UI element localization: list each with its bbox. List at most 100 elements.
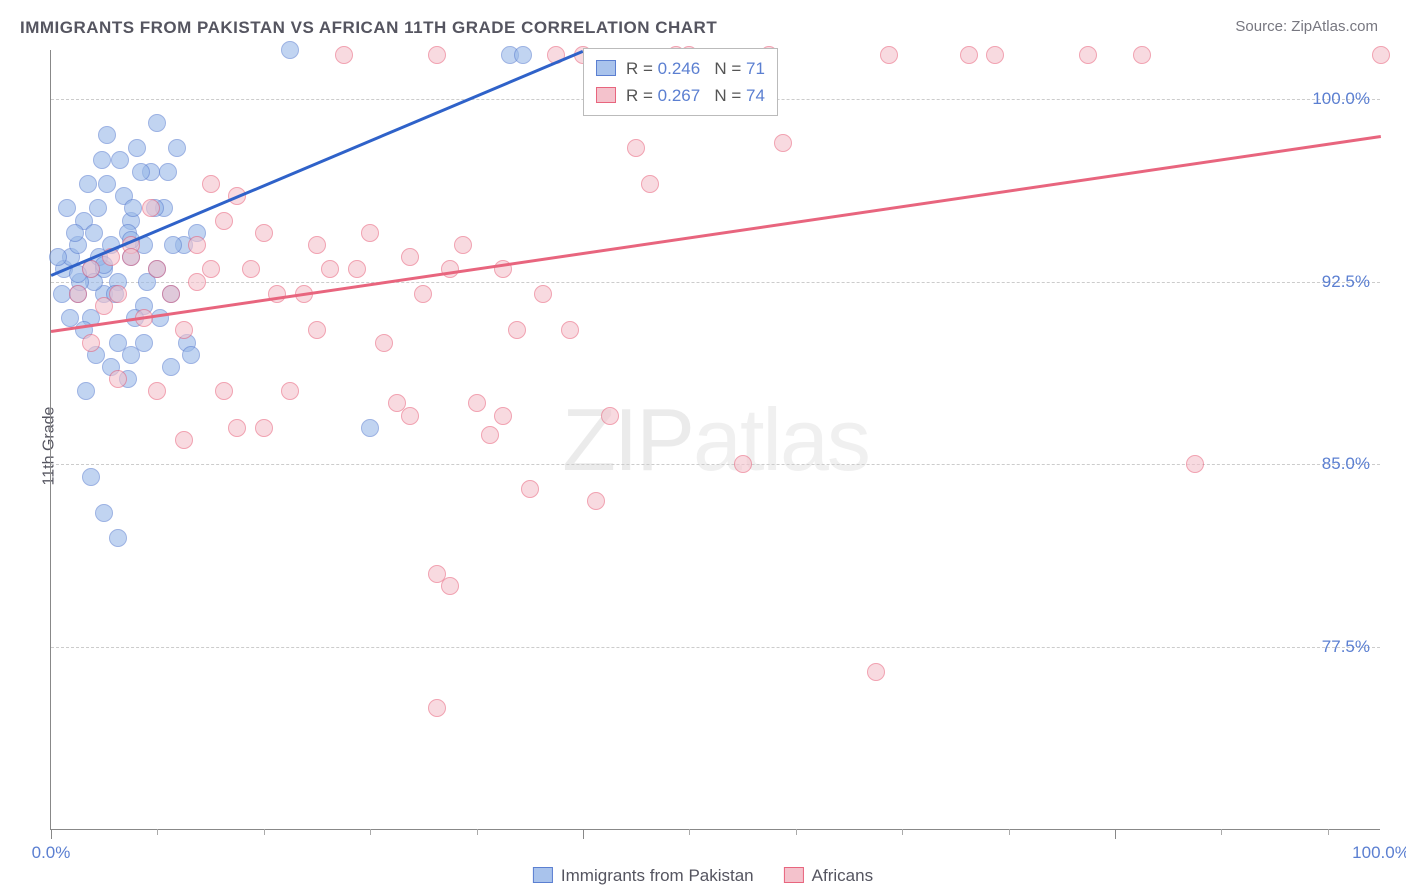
scatter-point-b xyxy=(1372,46,1390,64)
scatter-point-a xyxy=(281,41,299,59)
scatter-point-b xyxy=(148,382,166,400)
legend-label-a: Immigrants from Pakistan xyxy=(561,866,754,885)
trendline-b xyxy=(51,135,1381,332)
scatter-point-b xyxy=(401,248,419,266)
scatter-point-a xyxy=(148,114,166,132)
scatter-point-a xyxy=(109,529,127,547)
scatter-point-b xyxy=(255,419,273,437)
scatter-point-b xyxy=(82,334,100,352)
scatter-point-b xyxy=(428,699,446,717)
scatter-point-a xyxy=(132,163,150,181)
scatter-point-b xyxy=(441,577,459,595)
gridline xyxy=(51,464,1380,465)
scatter-point-b xyxy=(774,134,792,152)
scatter-point-b xyxy=(601,407,619,425)
scatter-point-b xyxy=(202,175,220,193)
legend-swatch-a xyxy=(533,867,553,883)
scatter-point-b xyxy=(428,46,446,64)
scatter-point-b xyxy=(375,334,393,352)
stat-n-value: 74 xyxy=(746,86,765,105)
scatter-point-a xyxy=(151,309,169,327)
scatter-point-b xyxy=(734,455,752,473)
scatter-point-b xyxy=(109,285,127,303)
stat-box: R = 0.246 N = 71R = 0.267 N = 74 xyxy=(583,48,778,116)
y-tick-label: 92.5% xyxy=(1322,272,1370,292)
scatter-point-a xyxy=(162,358,180,376)
stat-row: R = 0.246 N = 71 xyxy=(596,55,765,82)
scatter-point-a xyxy=(124,199,142,217)
scatter-point-b xyxy=(428,565,446,583)
scatter-point-b xyxy=(348,260,366,278)
chart-plot-area: ZIPatlas 77.5%85.0%92.5%100.0%0.0%100.0%… xyxy=(50,50,1380,830)
bottom-legend: Immigrants from Pakistan Africans xyxy=(533,866,873,886)
x-tick-minor xyxy=(264,829,265,835)
watermark-thin: atlas xyxy=(693,390,869,489)
scatter-point-a xyxy=(82,468,100,486)
scatter-point-b xyxy=(142,199,160,217)
scatter-point-b xyxy=(175,431,193,449)
source-name: ZipAtlas.com xyxy=(1291,18,1378,35)
scatter-point-b xyxy=(587,492,605,510)
x-tick-minor xyxy=(370,829,371,835)
scatter-point-b xyxy=(308,236,326,254)
scatter-point-b xyxy=(627,139,645,157)
scatter-point-a xyxy=(98,126,116,144)
scatter-point-b xyxy=(494,407,512,425)
scatter-point-b xyxy=(335,46,353,64)
y-tick-label: 100.0% xyxy=(1312,89,1370,109)
x-tick-minor xyxy=(902,829,903,835)
scatter-point-a xyxy=(85,224,103,242)
x-tick-label: 100.0% xyxy=(1352,843,1406,863)
x-tick-major xyxy=(1115,829,1116,839)
scatter-point-a xyxy=(95,504,113,522)
scatter-point-a xyxy=(135,334,153,352)
x-tick-minor xyxy=(157,829,158,835)
legend-item-b: Africans xyxy=(784,866,873,886)
scatter-point-b xyxy=(534,285,552,303)
x-tick-minor xyxy=(796,829,797,835)
scatter-point-b xyxy=(508,321,526,339)
x-tick-minor xyxy=(477,829,478,835)
scatter-point-b xyxy=(867,663,885,681)
source-attribution: Source: ZipAtlas.com xyxy=(1235,18,1378,35)
x-tick-minor xyxy=(689,829,690,835)
scatter-point-b xyxy=(561,321,579,339)
x-tick-major xyxy=(51,829,52,839)
scatter-point-b xyxy=(414,285,432,303)
scatter-point-b xyxy=(175,321,193,339)
scatter-point-b xyxy=(1186,455,1204,473)
scatter-point-a xyxy=(77,382,95,400)
scatter-point-a xyxy=(361,419,379,437)
stat-n-label: N = xyxy=(714,86,746,105)
scatter-point-b xyxy=(82,260,100,278)
scatter-point-b xyxy=(401,407,419,425)
stat-r-value: 0.246 xyxy=(658,59,701,78)
scatter-point-b xyxy=(1079,46,1097,64)
scatter-point-b xyxy=(109,370,127,388)
scatter-point-b xyxy=(641,175,659,193)
scatter-point-a xyxy=(98,175,116,193)
x-tick-major xyxy=(583,829,584,839)
scatter-point-a xyxy=(164,236,182,254)
scatter-point-b xyxy=(215,382,233,400)
watermark: ZIPatlas xyxy=(562,389,869,491)
stat-r-value: 0.267 xyxy=(658,86,701,105)
stat-r-label: R = xyxy=(626,86,658,105)
scatter-point-b xyxy=(321,260,339,278)
scatter-point-b xyxy=(880,46,898,64)
chart-title: IMMIGRANTS FROM PAKISTAN VS AFRICAN 11TH… xyxy=(20,18,717,38)
scatter-point-a xyxy=(111,151,129,169)
scatter-point-b xyxy=(188,273,206,291)
scatter-point-b xyxy=(162,285,180,303)
y-tick-label: 77.5% xyxy=(1322,637,1370,657)
scatter-point-b xyxy=(1133,46,1151,64)
scatter-point-a xyxy=(58,199,76,217)
watermark-bold: ZIP xyxy=(562,390,693,489)
x-tick-minor xyxy=(1009,829,1010,835)
scatter-point-a xyxy=(89,199,107,217)
scatter-point-b xyxy=(361,224,379,242)
stat-n-value: 71 xyxy=(746,59,765,78)
scatter-point-b xyxy=(960,46,978,64)
stat-row: R = 0.267 N = 74 xyxy=(596,82,765,109)
x-tick-minor xyxy=(1221,829,1222,835)
